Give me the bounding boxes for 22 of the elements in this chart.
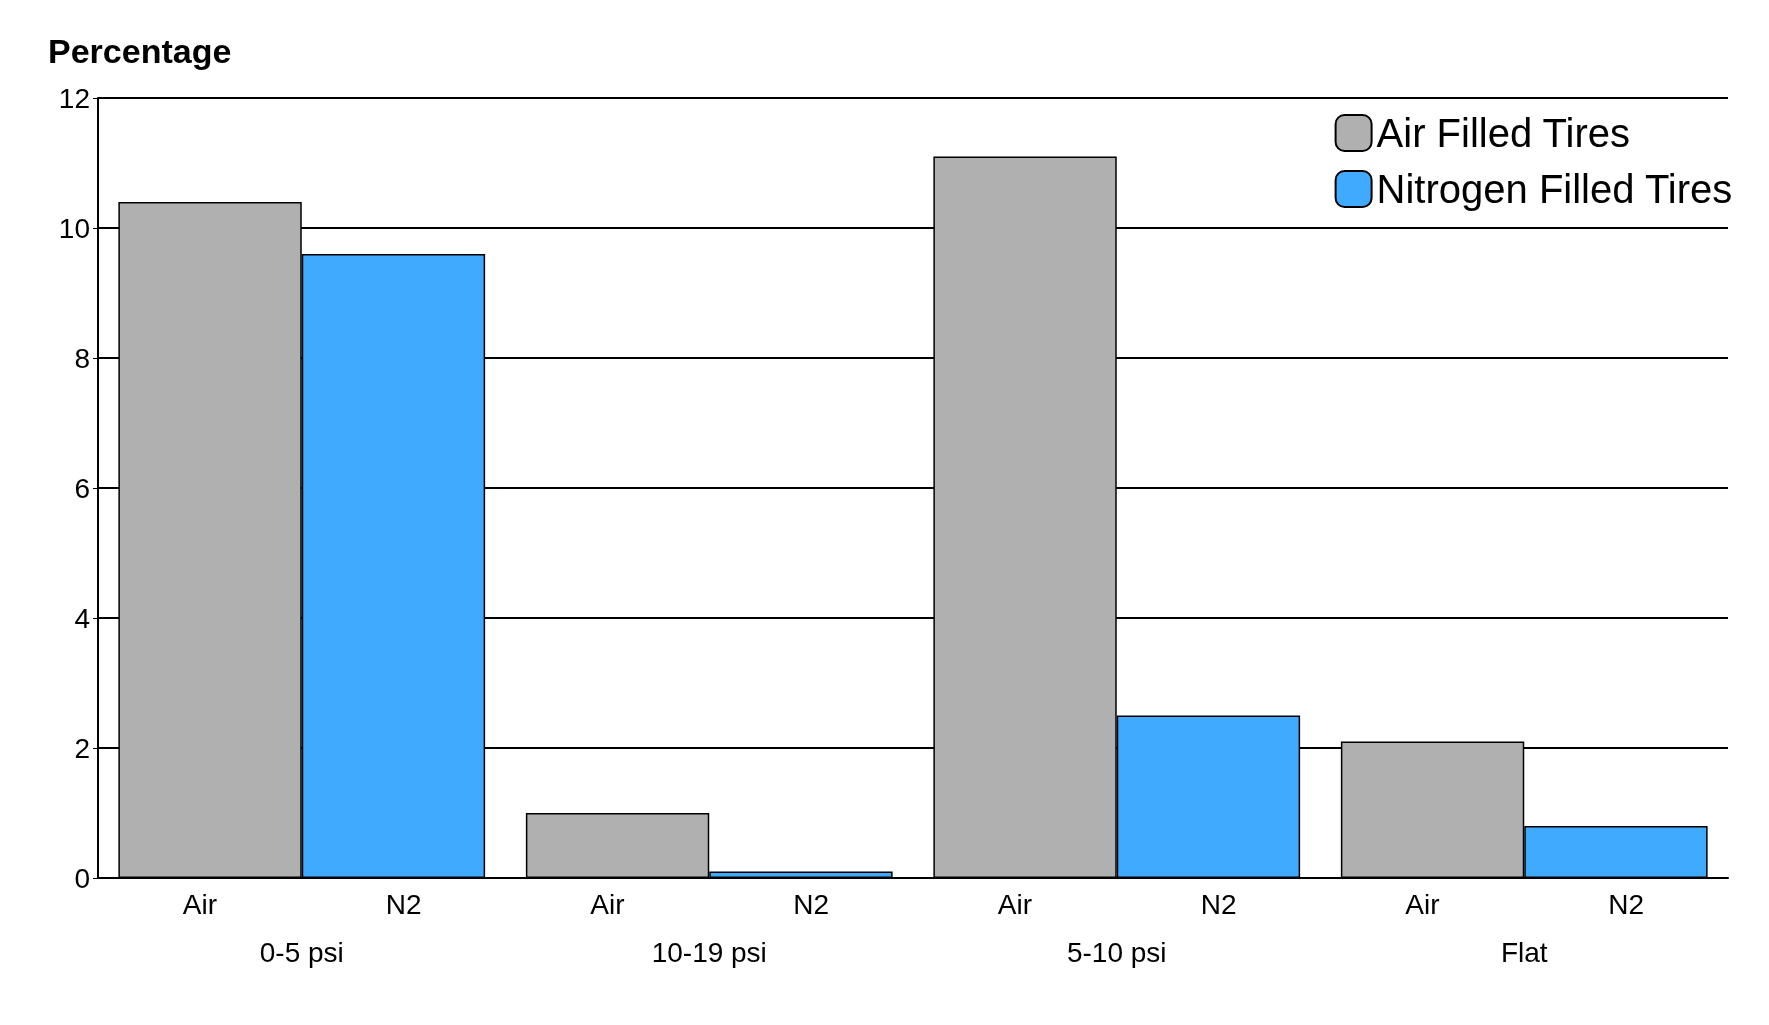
y-tick-label: 0 [74,862,90,894]
legend-label: Nitrogen Filled Tires [1376,167,1733,211]
text: Air [1405,888,1440,920]
x-tick-label: 0-5 psi [259,936,344,968]
text: N2 [1608,888,1645,920]
y-tick-label: 12 [58,82,90,114]
y-axis-title: Percentage [48,32,232,70]
text: N2 [793,888,830,920]
y-tick-label: 2 [74,732,90,764]
y-tick-label: 6 [74,472,90,504]
text: Air [590,888,625,920]
y-tick-label: 4 [74,602,90,634]
y-tick-label: 8 [74,342,90,374]
text: N2 [385,888,422,920]
x-tick-label: 10-19 psi [651,936,767,968]
text: N2 [1200,888,1237,920]
y-tick-label: 10 [58,212,90,244]
text: Air [997,888,1032,920]
legend-label: Air Filled Tires [1376,111,1630,155]
text: Air [182,888,217,920]
x-tick-label: 5-10 psi [1066,936,1167,968]
x-tick-label: Flat [1500,936,1548,968]
